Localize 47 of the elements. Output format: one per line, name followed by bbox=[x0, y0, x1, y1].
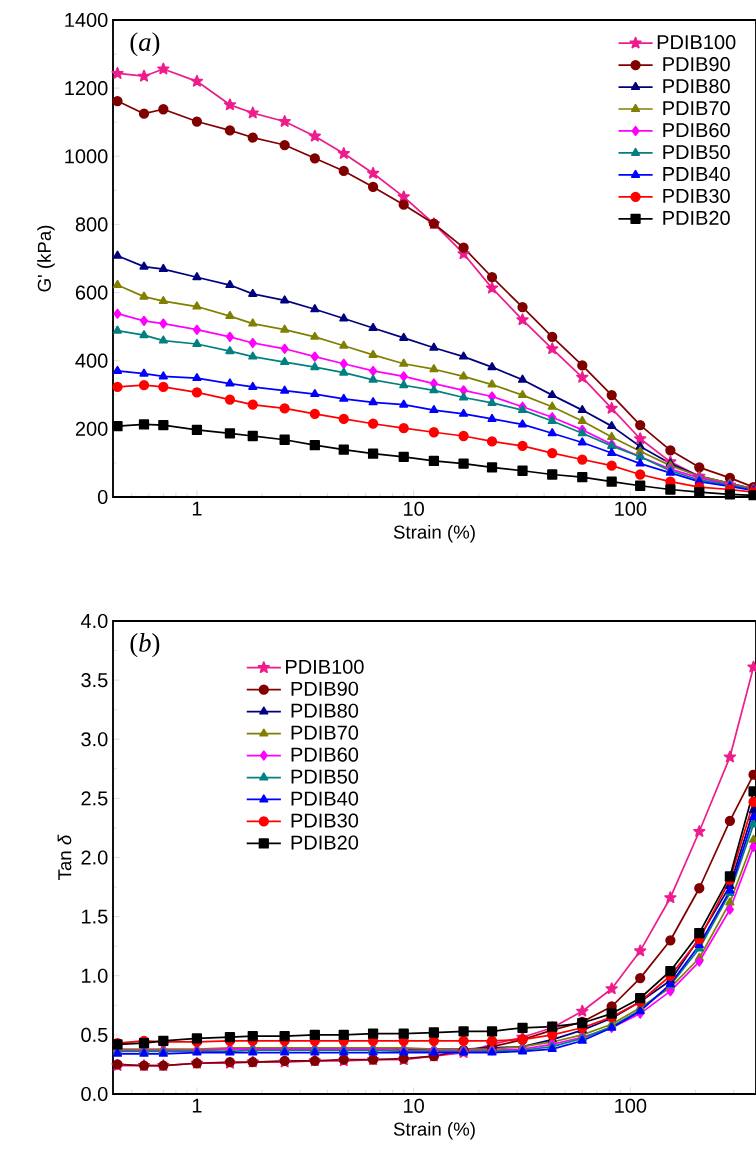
y-tick-label: 1000 bbox=[65, 149, 108, 164]
legend-label: PDIB80 bbox=[291, 703, 359, 718]
y-tick-label: 0 bbox=[97, 489, 108, 505]
y-tick-label: 1400 bbox=[65, 12, 108, 28]
legend-label: PDIB30 bbox=[291, 813, 359, 828]
y-tick-label: 0.0 bbox=[81, 1086, 108, 1102]
legend-label: PDIB50 bbox=[663, 144, 730, 160]
y-tick-label: 400 bbox=[75, 353, 108, 368]
y-tick-label: 800 bbox=[75, 217, 108, 232]
legend-label: PDIB100 bbox=[657, 35, 736, 50]
y-tick-label: 600 bbox=[75, 285, 108, 300]
annotation: (a) bbox=[130, 32, 160, 57]
x-axis-title: Strain (%) bbox=[393, 525, 475, 543]
y-tick-label: 2.5 bbox=[81, 791, 108, 806]
y-tick-label: 1.5 bbox=[82, 909, 108, 924]
legend-label: PDIB80 bbox=[663, 79, 730, 94]
legend-label: PDIB60 bbox=[291, 747, 359, 762]
x-tick-label: 100 bbox=[615, 501, 647, 516]
y-tick-label: 1200 bbox=[65, 81, 108, 96]
legend-label: PDIB20 bbox=[663, 210, 730, 225]
x-tick-label: 1 bbox=[192, 501, 202, 516]
x-tick-label: 1 bbox=[192, 1098, 202, 1113]
legend-label: PDIB90 bbox=[291, 681, 359, 696]
x-tick-label: 100 bbox=[615, 1098, 647, 1113]
y-axis-title: G' (kPa) bbox=[37, 225, 55, 292]
legend-label: PDIB30 bbox=[663, 188, 730, 204]
y-axis-title: Tan δ bbox=[57, 834, 72, 880]
legend-label: PDIB40 bbox=[663, 166, 730, 182]
y-tick-label: 4.0 bbox=[80, 613, 108, 629]
legend-label: PDIB70 bbox=[663, 101, 730, 116]
legend-label: PDIB60 bbox=[663, 122, 730, 138]
annotation: (b) bbox=[130, 633, 160, 658]
x-axis-title: Strain (%) bbox=[393, 1122, 475, 1140]
legend-label: PDIB100 bbox=[286, 659, 364, 674]
y-tick-label: 2.0 bbox=[81, 850, 108, 865]
legend-label: PDIB90 bbox=[663, 57, 730, 72]
y-tick-label: 0.5 bbox=[81, 1027, 108, 1042]
y-tick-label: 1.0 bbox=[82, 968, 108, 983]
legend-label: PDIB50 bbox=[291, 769, 359, 784]
legend-label: PDIB20 bbox=[291, 835, 359, 850]
x-tick-label: 10 bbox=[404, 1098, 424, 1113]
legend-label: PDIB70 bbox=[291, 725, 359, 740]
y-tick-label: 3.0 bbox=[81, 732, 108, 747]
y-tick-label: 3.5 bbox=[81, 673, 108, 688]
y-tick-label: 200 bbox=[75, 421, 108, 436]
legend-label: PDIB40 bbox=[291, 791, 359, 806]
x-tick-label: 10 bbox=[404, 501, 424, 516]
